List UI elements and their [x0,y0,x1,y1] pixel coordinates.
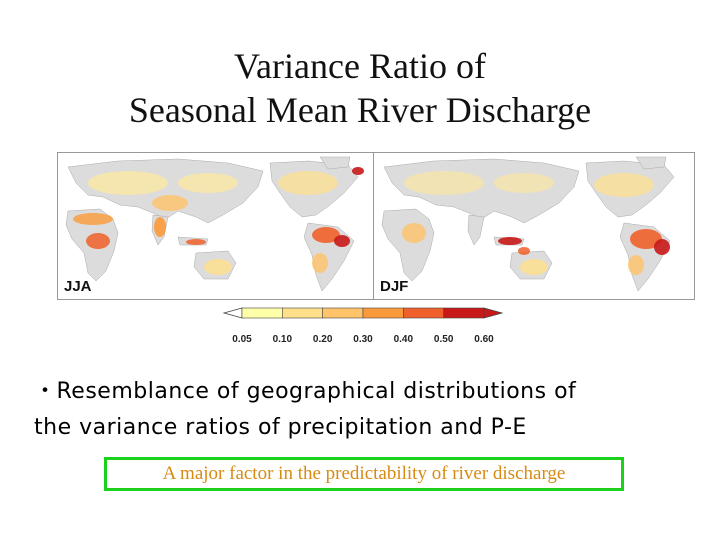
colorbar-segment [322,307,364,319]
colorbar-tick-label: 0.40 [394,334,414,345]
colorbar-tick-label: 0.10 [273,334,293,345]
colorbar-segment [362,307,404,319]
map-label-djf: DJF [380,278,409,295]
colorbar-segment [403,307,444,319]
colorbar-tick-label: 0.30 [353,334,373,345]
colorbar-tick-label: 0.20 [313,334,333,345]
colorbar-svg: 0.05 0.10 0.20 0.30 0.40 0.50 0.60 [222,307,504,345]
highlight-box: A major factor in the predictability of … [104,457,624,491]
bullet-text: ・Resemblance of geographical distributio… [34,374,694,446]
title-line-1: Variance Ratio of [234,46,486,86]
colorbar-arrow-low [222,307,243,319]
map-jja: JJA [57,152,379,300]
title-line-2: Seasonal Mean River Discharge [128,90,592,130]
map-label-jja: JJA [64,278,92,295]
colorbar-segment [443,307,485,319]
colorbar-tick-label: 0.05 [232,334,252,345]
bullet-line-2: the variance ratios of precipitation and… [34,415,527,440]
world-map-djf [381,156,675,292]
map-djf: DJF [373,152,695,300]
colorbar-tick-label: 0.60 [474,334,494,345]
bullet-line-1: ・Resemblance of geographical distributio… [34,379,577,404]
colorbar: 0.05 0.10 0.20 0.30 0.40 0.50 0.60 [222,306,512,355]
colorbar-segment [241,307,283,319]
slide-title: Variance Ratio of Seasonal Mean River Di… [0,44,720,132]
colorbar-tick-label: 0.50 [434,334,454,345]
colorbar-segment [282,307,323,319]
world-map-jja [65,156,364,292]
colorbar-arrow-high [483,307,504,319]
